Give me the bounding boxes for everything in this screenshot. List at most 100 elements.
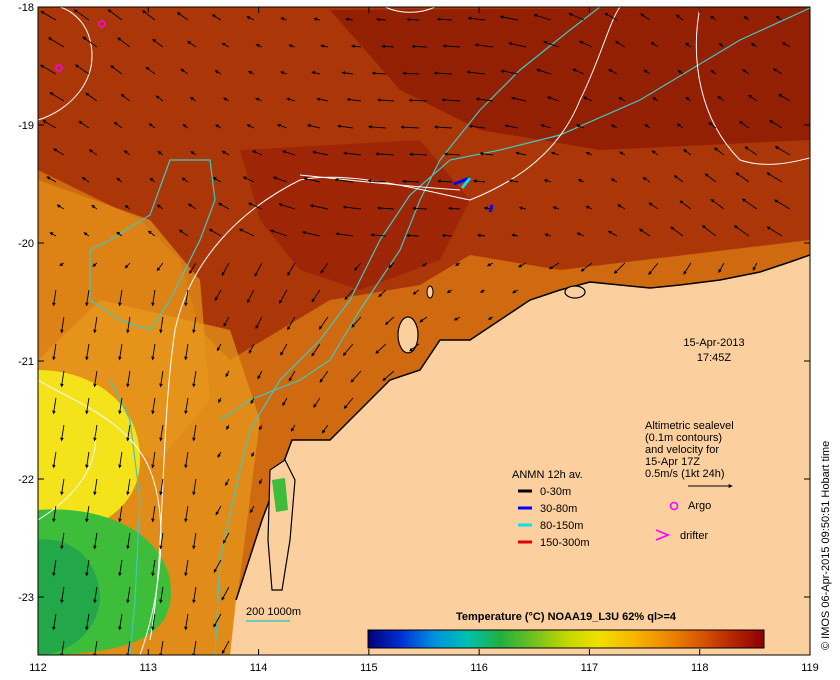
sealevel-contour-8 (299, 174, 461, 191)
velocity-arrow (337, 124, 353, 129)
velocity-arrow (242, 176, 255, 183)
velocity-arrow (713, 147, 725, 156)
velocity-arrow (644, 124, 651, 129)
velocity-arrow (124, 205, 131, 210)
velocity-arrow (650, 41, 659, 48)
x-axis: 112 113 114 115 116 117 118 119 (29, 7, 819, 674)
velocity-arrow (85, 505, 90, 523)
velocity-arrow (184, 289, 189, 307)
velocity-arrow (388, 262, 395, 269)
velocity-arrow (93, 370, 98, 388)
velocity-arrow (218, 202, 230, 210)
velocity-arrow (124, 262, 131, 269)
velocity-arrow (652, 97, 659, 102)
velocity-arrow (717, 95, 725, 102)
altimetry-line-4: 15-Apr 17Z (645, 456, 700, 468)
velocity-arrow (221, 42, 230, 48)
velocity-arrow (614, 41, 626, 48)
land-mainland (230, 255, 810, 655)
velocity-arrow (277, 124, 288, 129)
velocity-arrow (642, 177, 651, 183)
velocity-arrow (316, 97, 329, 102)
x-tick-label: 116 (470, 662, 488, 674)
velocity-arrow (540, 124, 552, 129)
velocity-arrow (710, 15, 717, 21)
velocity-arrow (88, 149, 98, 156)
velocity-arrow (683, 262, 692, 275)
velocity-arrow (149, 178, 156, 183)
velocity-arrow (238, 228, 255, 237)
velocity-arrow (250, 505, 255, 514)
velocity-arrow (500, 69, 519, 75)
velocity-arrow (466, 70, 485, 75)
nearshore-green (272, 478, 288, 512)
velocity-arrow (258, 478, 263, 485)
velocity-arrow (85, 451, 90, 469)
velocity-arrow (187, 40, 197, 48)
velocity-arrow (184, 559, 189, 577)
x-tick-label: 118 (691, 662, 709, 674)
velocity-arrow (151, 559, 156, 577)
velocity-arrow (778, 94, 791, 102)
sealevel-contour-1 (38, 7, 93, 121)
velocity-arrow (371, 71, 386, 76)
velocity-arrow (85, 559, 90, 577)
colorbar-tick-label: 26 (420, 659, 432, 671)
plot-area: 15-Apr-2013 17:45Z Altimetric sealevel (… (38, 7, 810, 671)
velocity-arrow (278, 203, 296, 210)
velocity-arrow (192, 478, 197, 496)
velocity-arrow (248, 343, 255, 354)
velocity-arrow (675, 14, 684, 21)
velocity-arrow (552, 206, 560, 210)
velocity-arrow (251, 451, 255, 458)
velocity-arrow (321, 424, 329, 434)
velocity-arrow (474, 43, 493, 48)
velocity-arrow (147, 230, 156, 237)
velocity-arrow (670, 226, 684, 237)
velocity-arrow (487, 316, 494, 320)
velocity-arrow (752, 262, 758, 271)
velocity-arrow (766, 172, 783, 183)
velocity-arrow (351, 44, 361, 49)
velocity-arrow (52, 505, 57, 523)
velocity-arrow (151, 397, 156, 415)
velocity-arrow (479, 151, 493, 156)
velocity-arrow (192, 640, 197, 655)
velocity-arrow (543, 41, 560, 48)
velocity-arrow (126, 532, 131, 550)
y-tick-label: -23 (18, 592, 34, 604)
velocity-arrow (223, 316, 230, 327)
green-water-core (38, 539, 100, 655)
velocity-arrow (282, 397, 288, 407)
velocity-arrow (74, 64, 90, 75)
x-tick-label: 117 (581, 662, 599, 674)
velocity-arrow (475, 97, 493, 102)
velocity-arrow (741, 198, 758, 210)
velocity-arrow (409, 343, 420, 352)
colorbar-tick-label: 30 (730, 659, 742, 671)
velocity-arrow (448, 206, 460, 211)
velocity-arrow (578, 40, 593, 48)
velocity-arrow (60, 316, 65, 334)
velocity-arrow (52, 613, 57, 631)
velocity-arrow (152, 38, 164, 48)
velocity-arrow (651, 150, 659, 156)
velocity-arrow (313, 17, 321, 22)
coastline (235, 254, 810, 601)
y-tick-label: -20 (18, 238, 34, 250)
velocity-arrow (375, 343, 387, 354)
velocity-arrow (49, 232, 57, 237)
velocity-arrow (113, 121, 123, 129)
velocity-arrow (192, 370, 197, 388)
velocity-arrow (536, 68, 552, 75)
velocity-arrow (223, 97, 230, 102)
velocity-arrow (301, 230, 321, 237)
velocity-arrow (225, 370, 230, 378)
velocity-arrow (93, 532, 98, 550)
velocity-arrow (250, 397, 255, 405)
velocity-arrow (580, 262, 593, 272)
velocity-arrow (290, 424, 296, 432)
velocity-arrow (247, 70, 255, 75)
velocity-arrow (216, 343, 222, 352)
